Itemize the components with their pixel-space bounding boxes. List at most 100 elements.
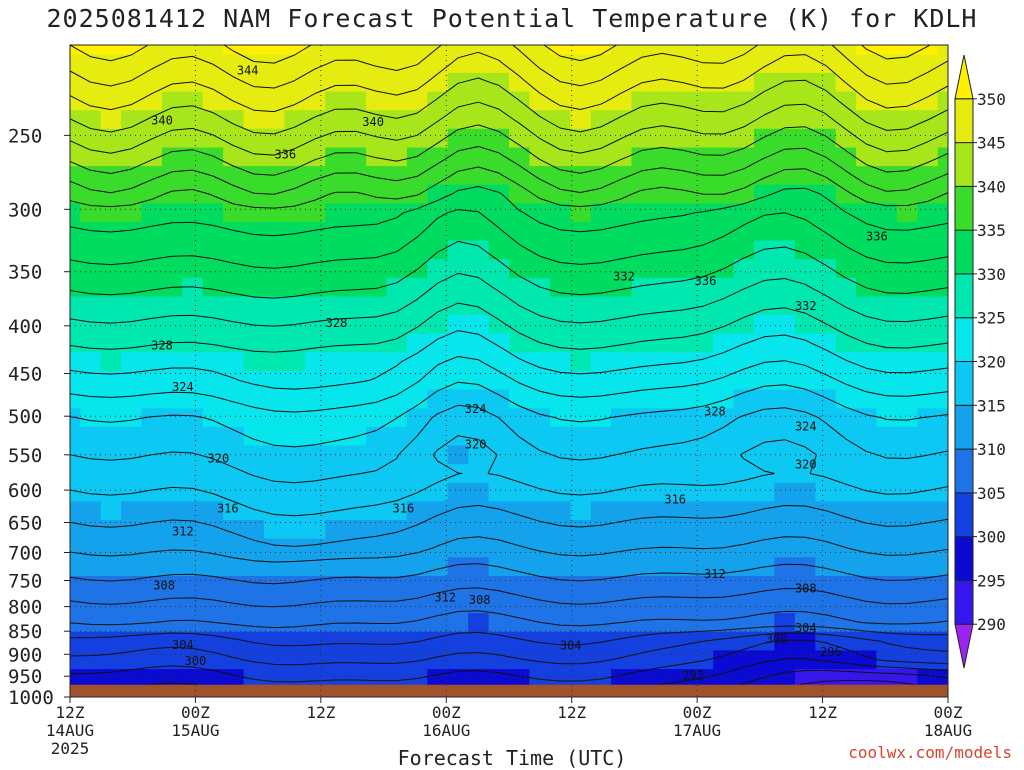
field-cell bbox=[754, 128, 775, 148]
x-tick-label: 12Z bbox=[808, 703, 837, 722]
field-cell bbox=[917, 631, 939, 651]
field-cell bbox=[794, 54, 816, 74]
field-cell bbox=[774, 128, 796, 148]
field-cell bbox=[570, 371, 592, 391]
field-cell bbox=[835, 222, 857, 242]
colorbar-bin bbox=[954, 623, 974, 669]
field-cell bbox=[406, 72, 428, 93]
field-cell bbox=[713, 240, 735, 260]
field-cell bbox=[345, 203, 367, 223]
field-cell bbox=[917, 538, 939, 558]
field-cell bbox=[70, 147, 81, 167]
field-cell bbox=[856, 222, 878, 242]
field-cell bbox=[202, 389, 224, 409]
grid-lines bbox=[70, 45, 948, 698]
field-cell bbox=[672, 315, 694, 335]
field-cell bbox=[325, 520, 347, 540]
field-cell bbox=[611, 110, 633, 130]
field-cell bbox=[774, 166, 796, 186]
field-cell bbox=[835, 54, 857, 74]
field-cell bbox=[161, 110, 183, 130]
field-cell bbox=[509, 631, 530, 651]
field-cell bbox=[161, 520, 183, 540]
field-cell bbox=[937, 650, 948, 670]
field-cell bbox=[815, 184, 837, 204]
field-cell bbox=[121, 538, 142, 558]
field-cell bbox=[611, 352, 633, 372]
field-cell bbox=[161, 650, 183, 670]
field-cell bbox=[366, 371, 388, 391]
field-cell bbox=[631, 389, 653, 409]
field-cell bbox=[590, 147, 612, 167]
field-cell bbox=[304, 315, 326, 335]
field-cell bbox=[386, 352, 408, 372]
field-cell bbox=[80, 389, 102, 409]
field-cell bbox=[590, 277, 612, 298]
field-cell bbox=[386, 72, 408, 93]
field-cell bbox=[876, 222, 898, 242]
field-cell bbox=[386, 631, 408, 651]
field-cell bbox=[304, 222, 326, 242]
field-cell bbox=[692, 371, 714, 391]
field-cell bbox=[549, 72, 571, 93]
field-cell bbox=[284, 128, 306, 148]
field-cell bbox=[754, 538, 775, 558]
colorbar-label: 315 bbox=[977, 396, 1006, 415]
field-cell bbox=[447, 296, 469, 316]
contour-label: 308 bbox=[795, 582, 817, 596]
field-cell bbox=[733, 259, 755, 279]
field-cell bbox=[794, 631, 816, 651]
field-cell bbox=[631, 259, 653, 279]
field-cell bbox=[713, 203, 735, 223]
field-cell bbox=[488, 650, 510, 670]
field-cell bbox=[774, 352, 796, 372]
field-cell bbox=[815, 650, 837, 670]
field-cell bbox=[366, 352, 388, 372]
contour-label: 340 bbox=[362, 115, 384, 129]
field-cell bbox=[815, 594, 837, 614]
field-cell bbox=[651, 296, 673, 316]
field-cell bbox=[876, 501, 898, 521]
field-cell bbox=[366, 259, 388, 279]
field-cell bbox=[713, 222, 735, 242]
field-cell bbox=[141, 352, 163, 372]
field-cell bbox=[692, 408, 714, 428]
field-cell bbox=[427, 426, 449, 447]
field-cell bbox=[468, 426, 490, 447]
field-cell bbox=[121, 240, 142, 260]
field-cell bbox=[468, 277, 490, 298]
field-cell bbox=[182, 45, 204, 55]
field-cell bbox=[325, 45, 347, 55]
field-cell bbox=[202, 296, 224, 316]
field-cell bbox=[202, 557, 224, 577]
field-cell bbox=[325, 91, 347, 111]
field-cell bbox=[774, 445, 796, 465]
field-cell bbox=[243, 128, 265, 148]
field-cell bbox=[631, 426, 653, 447]
field-cell bbox=[897, 482, 918, 502]
field-cell bbox=[937, 147, 948, 167]
field-cell bbox=[897, 240, 918, 260]
field-cell bbox=[345, 557, 367, 577]
field-cell bbox=[345, 650, 367, 670]
colorbar-bin bbox=[954, 98, 974, 144]
field-cell bbox=[876, 538, 898, 558]
field-cell bbox=[713, 296, 735, 316]
field-cell bbox=[937, 631, 948, 651]
field-cell bbox=[876, 520, 898, 540]
field-cell bbox=[264, 147, 285, 167]
field-cell bbox=[202, 371, 224, 391]
field-cell bbox=[774, 277, 796, 298]
field-cell bbox=[774, 72, 796, 93]
field-cell bbox=[754, 669, 775, 689]
field-cell bbox=[366, 54, 388, 74]
field-cell bbox=[856, 538, 878, 558]
field-cell bbox=[509, 557, 530, 577]
colorbar-bin bbox=[954, 229, 974, 275]
field-cell bbox=[713, 72, 735, 93]
field-cell bbox=[733, 333, 755, 353]
field-cell bbox=[590, 352, 612, 372]
field-cell bbox=[406, 315, 428, 335]
contour-label: 308 bbox=[153, 578, 175, 592]
field-cell bbox=[774, 482, 796, 502]
